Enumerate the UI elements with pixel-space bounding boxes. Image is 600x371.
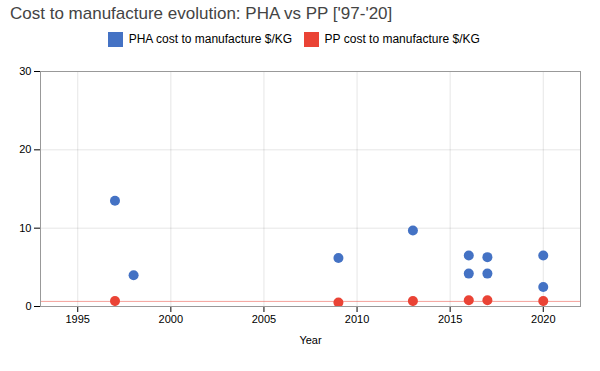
svg-text:2010: 2010 (345, 313, 369, 325)
svg-text:20: 20 (19, 143, 31, 155)
svg-text:2000: 2000 (159, 313, 183, 325)
svg-text:2020: 2020 (531, 313, 555, 325)
html-text:PHA cost to manufacture $/KG: PHA cost to manufacture $/KG (128, 32, 293, 46)
html-text:PP cost to manufacture $/KG: PP cost to manufacture $/KG (324, 32, 480, 46)
svg-text:30: 30 (19, 65, 31, 77)
svg-text:1995: 1995 (65, 313, 89, 325)
svg-text:10: 10 (19, 222, 31, 234)
svg-text:2015: 2015 (438, 313, 462, 325)
svg-text:2005: 2005 (252, 313, 276, 325)
svg-text:0: 0 (25, 300, 31, 312)
svg-text:Year: Year (299, 334, 322, 346)
html-text:Cost to manufacture evolution:: Cost to manufacture evolution: PHA vs PP… (10, 4, 393, 23)
